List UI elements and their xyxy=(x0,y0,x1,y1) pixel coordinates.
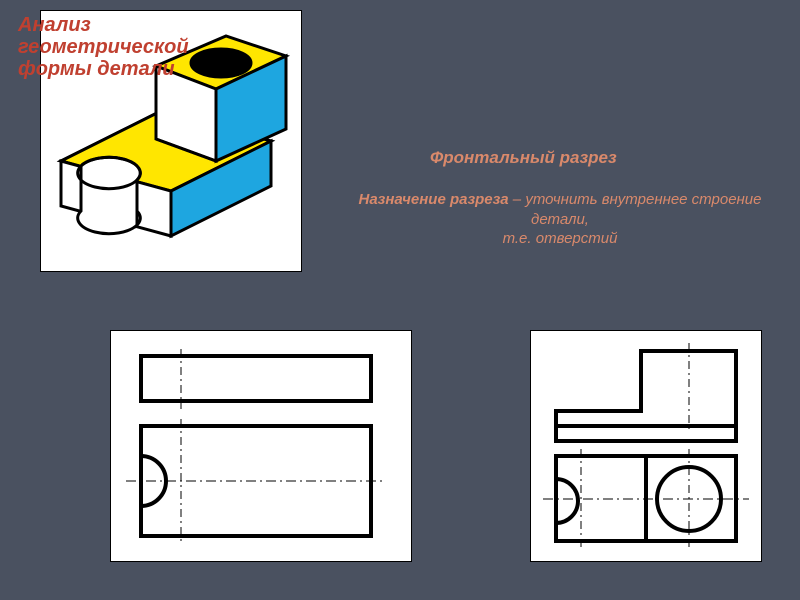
subtitle-lead: Назначение разреза xyxy=(359,191,509,208)
subtitle-line2: т.е. отверстий xyxy=(503,230,618,247)
top-rect xyxy=(141,356,371,401)
overlay-title: Анализ геометрической формы детали xyxy=(18,14,198,80)
top-hole xyxy=(191,49,251,77)
subtitle: Назначение разреза – уточнить внутреннее… xyxy=(340,190,780,249)
slide: { "type": "infographic", "background_col… xyxy=(0,0,800,600)
main-title: Фронтальный разрез xyxy=(430,148,617,168)
ortho-right-svg xyxy=(531,331,761,561)
plan-semicircle xyxy=(556,479,578,523)
ortho-left-svg xyxy=(111,331,411,561)
mid-strip xyxy=(556,426,736,441)
ortho-drawing-right xyxy=(530,330,762,562)
subtitle-rest: – уточнить внутреннее строение детали, xyxy=(509,191,762,228)
step-top xyxy=(556,351,736,426)
ortho-drawing-left xyxy=(110,330,412,562)
